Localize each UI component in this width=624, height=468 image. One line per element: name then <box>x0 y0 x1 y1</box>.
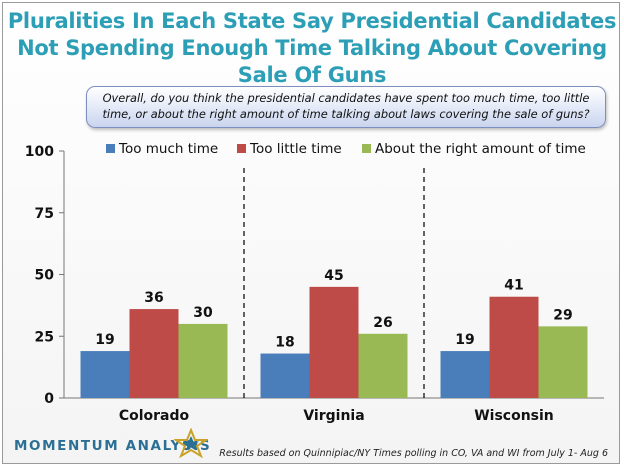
data-label: 41 <box>504 278 523 294</box>
legend-label: Too much time <box>118 141 218 157</box>
legend-label: Too little time <box>249 141 342 157</box>
bar-2-0 <box>440 351 490 398</box>
data-label: 45 <box>324 268 343 284</box>
bar-2-2 <box>538 326 588 398</box>
legend-swatch <box>106 144 115 153</box>
bar-0-1 <box>129 309 179 398</box>
y-tick-label: 25 <box>35 329 54 345</box>
bar-2-1 <box>489 296 539 398</box>
bar-0-2 <box>178 323 228 398</box>
legend-swatch <box>362 144 371 153</box>
y-tick-label: 50 <box>35 268 55 284</box>
y-tick-label: 100 <box>25 144 54 160</box>
x-tick-label: Virginia <box>303 408 364 424</box>
data-label: 19 <box>95 332 114 348</box>
y-tick-label: 75 <box>35 206 54 222</box>
data-label: 26 <box>373 315 392 331</box>
legend-swatch <box>237 144 246 153</box>
legend-label: About the right amount of time <box>375 141 586 157</box>
x-tick-label: Colorado <box>119 408 190 424</box>
star-logo-icon <box>174 428 208 458</box>
data-label: 29 <box>553 307 572 323</box>
data-label: 30 <box>193 305 213 321</box>
bar-1-2 <box>358 333 408 398</box>
footnote: Results based on Quinnipiac/NY Times pol… <box>219 448 608 459</box>
data-label: 19 <box>455 332 474 348</box>
bar-0-0 <box>80 351 130 398</box>
brand-logo-text: MOMENTUM ANALYSIS <box>14 438 212 454</box>
bar-1-1 <box>309 286 359 398</box>
chart-title: Pluralities In Each State Say Presidenti… <box>7 9 617 87</box>
x-tick-label: Wisconsin <box>474 408 554 424</box>
data-label: 36 <box>144 290 163 306</box>
bar-1-0 <box>260 353 310 398</box>
question-box: Overall, do you think the presidential c… <box>86 86 606 128</box>
data-label: 18 <box>275 335 294 351</box>
y-tick-label: 0 <box>44 391 54 407</box>
